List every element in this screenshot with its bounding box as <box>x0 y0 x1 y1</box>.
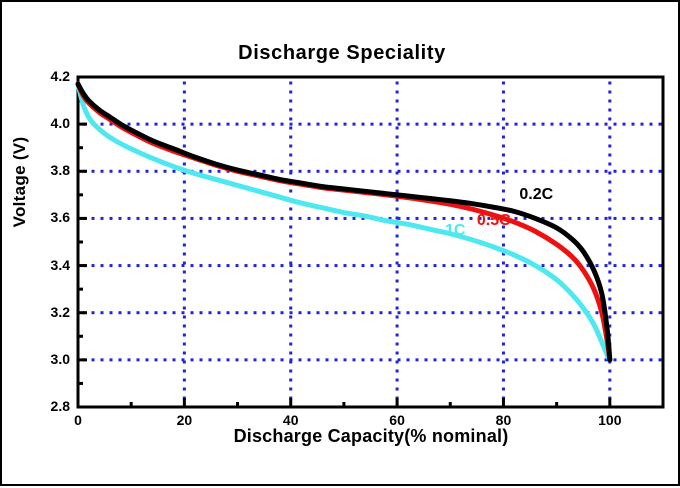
x-tick-label: 60 <box>389 412 405 428</box>
series-label-1c: 1C <box>444 221 466 239</box>
y-tick-label: 3.6 <box>50 209 70 226</box>
y-tick-label: 4.0 <box>50 115 70 132</box>
series-line-0-2c <box>75 81 613 363</box>
series-line-1c <box>75 81 613 363</box>
y-tick-label: 3.2 <box>50 303 70 320</box>
grid-lines <box>82 75 662 400</box>
x-tick-label: 40 <box>282 412 299 428</box>
y-tick-label: 4.2 <box>50 68 70 84</box>
y-tick-label: 3.8 <box>50 162 70 179</box>
y-tick-label: 3.0 <box>50 350 70 367</box>
x-tick-label: 20 <box>176 412 193 428</box>
x-tick-label: 80 <box>495 412 512 428</box>
y-tick-label: 3.4 <box>50 256 70 273</box>
series-label-0-2c: 0.2C <box>519 186 554 204</box>
series-label-0-5c: 0.5C <box>476 212 511 230</box>
data-series <box>75 81 613 363</box>
y-axis-title: Voltage (V) <box>10 136 29 228</box>
x-tick-label: 0 <box>74 412 82 428</box>
x-tick-label: 100 <box>598 412 622 428</box>
axis-ticks <box>76 75 665 409</box>
y-tick-label: 2.8 <box>50 398 70 414</box>
x-axis-title: Discharge Capacity(% nominal) <box>233 426 509 446</box>
chart-title: Discharge Speciality <box>238 42 446 64</box>
